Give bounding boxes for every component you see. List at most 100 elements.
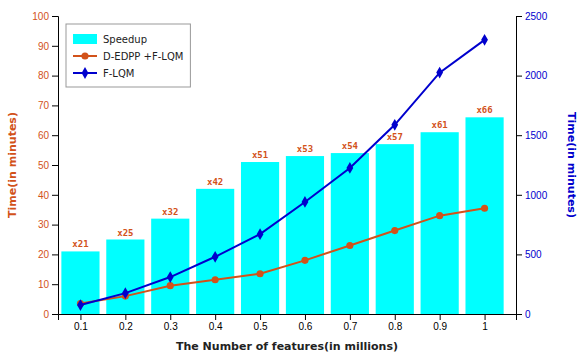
tick-mark: [52, 254, 58, 255]
x-axis-line: [59, 315, 517, 321]
marker: [391, 119, 398, 131]
marker: [346, 242, 353, 249]
marker: [481, 205, 488, 212]
tick-mark: [516, 16, 522, 17]
legend-marker: [81, 52, 88, 59]
marker: [481, 34, 488, 46]
data-label: x57: [387, 132, 403, 142]
marker: [346, 162, 353, 174]
tick-label: 0: [525, 309, 531, 320]
tick: 0.1: [74, 314, 88, 332]
marker: [257, 228, 264, 240]
legend-item: Speedup: [73, 34, 147, 45]
tick-label: 0: [43, 309, 49, 320]
tick-mark: [516, 135, 522, 136]
tick-label: 0.3: [164, 321, 178, 332]
legend-swatch: [73, 34, 97, 44]
line-series: [77, 205, 488, 307]
tick: 0.9: [433, 314, 447, 332]
marker: [301, 257, 308, 264]
marker: [77, 299, 84, 311]
tick: 0.2: [119, 314, 133, 332]
marker: [122, 287, 129, 299]
line: [80, 208, 484, 303]
tick-label: 90: [38, 41, 50, 52]
tick: 10: [38, 279, 58, 290]
tick-mark: [52, 135, 58, 136]
y2-axis: 0 500 1000 1500 2000 2500: [516, 11, 548, 320]
tick: 50: [38, 160, 58, 171]
tick: 0.5: [254, 314, 268, 332]
tick-mark: [52, 165, 58, 166]
marker: [212, 251, 219, 263]
tick: 500: [516, 249, 542, 260]
tick-label: 500: [525, 249, 542, 260]
tick-label: 0.7: [343, 321, 357, 332]
tick-label: 0.4: [209, 321, 223, 332]
tick-label: 0.5: [254, 321, 268, 332]
tick: 0.4: [209, 314, 223, 332]
bar: [376, 144, 414, 314]
tick: 70: [38, 100, 58, 111]
bar-series: [61, 117, 503, 314]
data-label: x61: [432, 120, 448, 130]
data-label: x53: [297, 144, 313, 154]
y2-axis-line: [517, 17, 523, 315]
data-label: x66: [476, 105, 492, 115]
marker: [302, 196, 309, 208]
tick-label: 60: [38, 130, 50, 141]
x-axis: 0.1 0.2 0.3 0.4 0.5 0.6 0.7 0.8 0.9 1: [59, 314, 517, 332]
tick-mark: [52, 284, 58, 285]
tick: 2500: [516, 11, 548, 22]
marker: [436, 67, 443, 79]
tick-label: 2000: [525, 70, 548, 81]
tick-label: 0.6: [299, 321, 313, 332]
tick: 20: [38, 249, 58, 260]
tick-mark: [516, 195, 522, 196]
tick: 90: [38, 41, 58, 52]
tick-label: 0.1: [74, 321, 88, 332]
data-label: x21: [72, 239, 88, 249]
tick: 0: [43, 309, 58, 320]
marker: [167, 282, 174, 289]
chart: 0.10.20.30.40.50.60.70.80.91010203040506…: [0, 0, 580, 360]
tick-mark: [52, 225, 58, 226]
tick-label: 1000: [525, 190, 548, 201]
tick-mark: [52, 76, 58, 77]
tick: 0: [516, 309, 531, 320]
tick-mark: [170, 314, 171, 320]
tick-mark: [485, 314, 486, 320]
tick-mark: [80, 314, 81, 320]
legend-marker: [82, 67, 89, 79]
tick: 1000: [516, 190, 548, 201]
tick: 100: [32, 11, 58, 22]
bar: [421, 132, 459, 314]
tick: 1: [482, 314, 488, 332]
tick: 1500: [516, 130, 548, 141]
tick-mark: [395, 314, 396, 320]
data-labels: x21x25x32x42x51x53x54x57x61x66: [72, 105, 492, 249]
tick-label: 30: [38, 219, 50, 230]
tick: 0.3: [164, 314, 178, 332]
tick: 80: [38, 70, 58, 81]
data-label: x42: [207, 177, 223, 187]
tick-label: 100: [32, 11, 49, 22]
legend-frame: [66, 24, 190, 87]
tick-mark: [215, 314, 216, 320]
legend-label: Speedup: [103, 34, 147, 45]
tick: 0.8: [388, 314, 402, 332]
legend-item: D-EDPP +F-LQM: [73, 51, 183, 62]
tick-label: 50: [38, 160, 50, 171]
marker: [256, 270, 263, 277]
bar: [151, 219, 189, 314]
tick-label: 80: [38, 70, 50, 81]
tick: 40: [38, 190, 58, 201]
marker: [391, 227, 398, 234]
bar: [465, 117, 503, 314]
tick: 60: [38, 130, 58, 141]
marks: [61, 34, 503, 314]
tick-mark: [52, 314, 58, 315]
bar: [286, 156, 324, 314]
x-axis-title: The Number of features(in millions): [176, 340, 398, 353]
data-label: x51: [252, 150, 268, 160]
